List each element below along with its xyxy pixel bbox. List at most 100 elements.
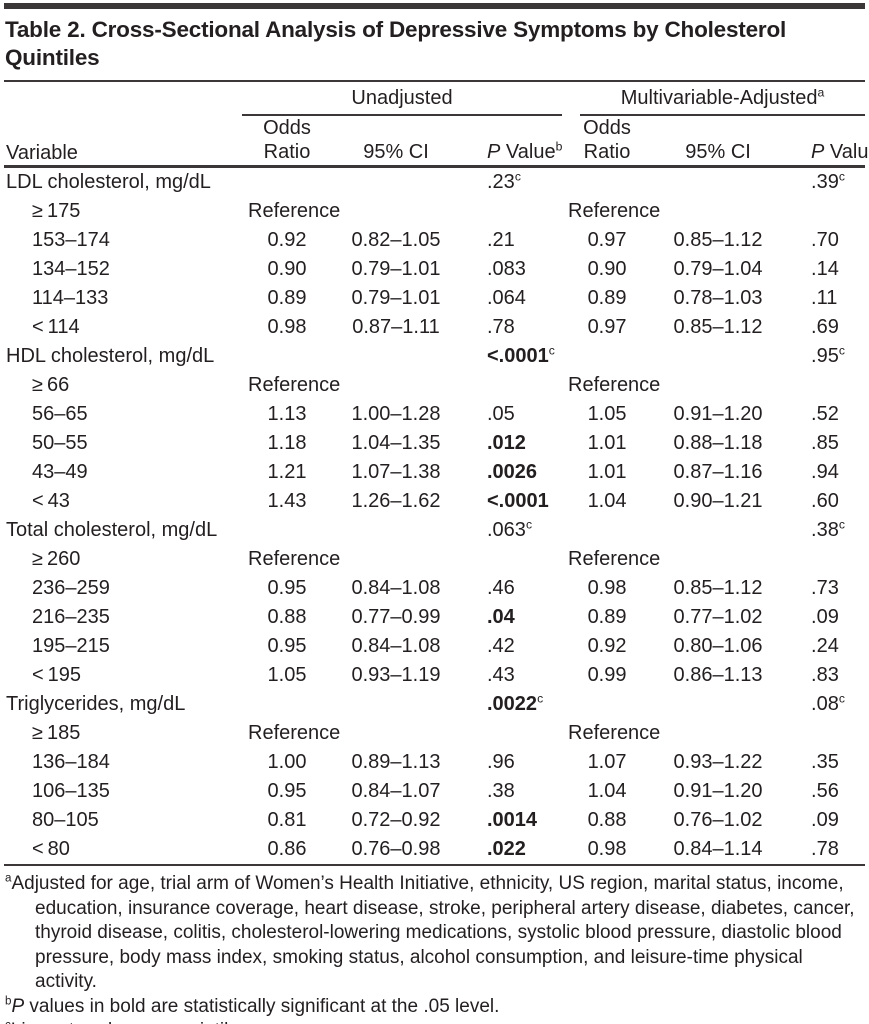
empty-cell — [562, 167, 652, 198]
ci-cell: 0.93–1.22 — [673, 751, 763, 773]
quintile-label-cell: 136–184 — [32, 751, 110, 773]
ci-cell: 0.79–1.01 — [351, 287, 441, 309]
ci-cell: 0.79–1.01 — [351, 258, 441, 280]
group-header-adjusted: Multivariable-Adjusteda — [562, 82, 866, 116]
reference-row: ≥ 66 Reference Reference — [4, 371, 865, 400]
table-title: Table 2. Cross-Sectional Analysis of Dep… — [4, 9, 865, 82]
footnote-marker: a — [5, 872, 12, 885]
quintile-row: 134–152 0.90 0.79–1.01 .083 0.90 0.79–1.04 .14 — [4, 255, 865, 284]
quintile-row: 50–55 1.18 1.04–1.35 .012 1.01 0.88–1.18 .85 — [4, 429, 865, 458]
quintile-row: 80–105 0.81 0.72–0.92 .0014 0.88 0.76–1.02 .09 — [4, 806, 865, 835]
empty-cell — [562, 342, 652, 371]
ci-cell: 0.84–1.08 — [351, 635, 441, 657]
p-value-cell: .21 — [487, 229, 515, 251]
section-variable-cell: Triglycerides, mg/dL — [6, 693, 186, 715]
empty-cell — [652, 516, 784, 545]
odds-ratio-cell: 1.07 — [587, 751, 627, 773]
quintile-label-cell: < 80 — [32, 838, 70, 860]
p-value-cell: .46 — [487, 577, 515, 599]
odds-ratio-cell: 1.43 — [267, 490, 307, 512]
reference-cell: Reference — [248, 722, 341, 744]
quintile-label-cell: 216–235 — [32, 606, 110, 628]
p-value-cell: .43 — [487, 664, 515, 686]
quintile-label-cell: < 43 — [32, 490, 70, 512]
p-value-cell: .56 — [811, 780, 839, 802]
ci-cell: 1.07–1.38 — [351, 461, 441, 483]
odds-ratio-cell: 1.21 — [267, 461, 307, 483]
trend-footnote-marker: c — [838, 691, 845, 706]
section-header-row: LDL cholesterol, mg/dL .23c .39c — [4, 167, 865, 198]
empty-cell — [652, 342, 784, 371]
p-value-cell: .0026 — [487, 461, 538, 483]
group-label-adjusted: Multivariable-Adjusteda — [580, 85, 866, 116]
odds-line: Odds — [263, 117, 311, 139]
ci-cell: 1.04–1.35 — [351, 432, 441, 454]
p-rest: Value — [500, 141, 556, 163]
p-value-cell: .09 — [811, 606, 839, 628]
empty-cell — [242, 516, 332, 545]
ci-cell: 1.00–1.28 — [351, 403, 441, 425]
p-value-cell: .42 — [487, 635, 515, 657]
empty-cell — [332, 516, 460, 545]
ci-cell: 0.77–0.99 — [351, 606, 441, 628]
p-value-cell: .85 — [811, 432, 839, 454]
ci-cell: 0.82–1.05 — [351, 229, 441, 251]
p-value-cell: .063c — [487, 517, 533, 541]
p-value-cell: .83 — [811, 664, 839, 686]
odds-ratio-cell: 0.90 — [267, 258, 307, 280]
group-label-text: Unadjusted — [351, 87, 453, 109]
p-value-cell: .012 — [487, 432, 526, 454]
quintile-label-cell: ≥ 260 — [32, 548, 81, 570]
quintile-label-cell: 106–135 — [32, 780, 110, 802]
reference-cell: Reference — [248, 374, 341, 396]
ci-cell: 0.85–1.12 — [673, 229, 763, 251]
odds-ratio-cell: 0.97 — [587, 316, 627, 338]
col-header-ci-adjusted: 95% CI — [685, 141, 751, 163]
footnote-marker: a — [817, 85, 825, 100]
reference-cell: Reference — [248, 200, 341, 222]
odds-ratio-cell: 1.05 — [267, 664, 307, 686]
odds-ratio-cell: 0.89 — [587, 606, 627, 628]
group-header-row: Unadjusted Multivariable-Adjusteda — [4, 82, 866, 116]
ci-cell: 1.26–1.62 — [351, 490, 441, 512]
group-label-text: Multivariable-Adjusted — [620, 87, 818, 109]
quintile-row: 106–135 0.95 0.84–1.07 .38 1.04 0.91–1.20 .56 — [4, 777, 865, 806]
quintile-label-cell: 236–259 — [32, 577, 110, 599]
quintile-label-cell: 153–174 — [32, 229, 110, 251]
quintile-row: 216–235 0.88 0.77–0.99 .04 0.89 0.77–1.02 .09 — [4, 603, 865, 632]
trend-footnote-marker: c — [537, 691, 544, 706]
quintile-row: 136–184 1.00 0.89–1.13 .96 1.07 0.93–1.22 .35 — [4, 748, 865, 777]
quintile-row: < 195 1.05 0.93–1.19 .43 0.99 0.86–1.13 .83 — [4, 661, 865, 690]
p-value-cell: .39c — [811, 169, 845, 193]
quintile-label-cell: 195–215 — [32, 635, 110, 657]
odds-ratio-cell: 1.01 — [587, 461, 627, 483]
quintile-row: < 114 0.98 0.87–1.11 .78 0.97 0.85–1.12 .69 — [4, 313, 865, 342]
p-value-cell: .35 — [811, 751, 839, 773]
odds-ratio-cell: 0.88 — [267, 606, 307, 628]
reference-cell: Reference — [568, 374, 661, 396]
ratio-line: Ratio — [263, 141, 311, 163]
reference-cell: Reference — [568, 200, 661, 222]
odds-ratio-cell: 0.90 — [587, 258, 627, 280]
quintile-label-cell: 56–65 — [32, 403, 88, 425]
p-value-cell: .38c — [811, 517, 845, 541]
p-value-cell: .14 — [811, 258, 839, 280]
trend-footnote-marker: c — [548, 343, 555, 358]
footnotes: aAdjusted for age, trial arm of Women’s … — [4, 866, 865, 1024]
trend-footnote-marker: c — [838, 343, 845, 358]
empty-header-cell — [4, 82, 242, 116]
odds-ratio-cell: 0.86 — [267, 838, 307, 860]
reference-cell: Reference — [248, 548, 341, 570]
p-value-cell: .09 — [811, 809, 839, 831]
ci-cell: 0.72–0.92 — [351, 809, 441, 831]
quintile-label-cell: ≥ 185 — [32, 722, 81, 744]
p-value-cell: .69 — [811, 316, 839, 338]
empty-cell — [562, 690, 652, 719]
quintile-label-cell: 134–152 — [32, 258, 110, 280]
odds-ratio-cell: 0.98 — [587, 577, 627, 599]
empty-cell — [652, 167, 784, 198]
p-value-cell: .23c — [487, 169, 521, 193]
odds-ratio-cell: 0.95 — [267, 780, 307, 802]
empty-cell — [242, 690, 332, 719]
quintile-label-cell: 50–55 — [32, 432, 88, 454]
